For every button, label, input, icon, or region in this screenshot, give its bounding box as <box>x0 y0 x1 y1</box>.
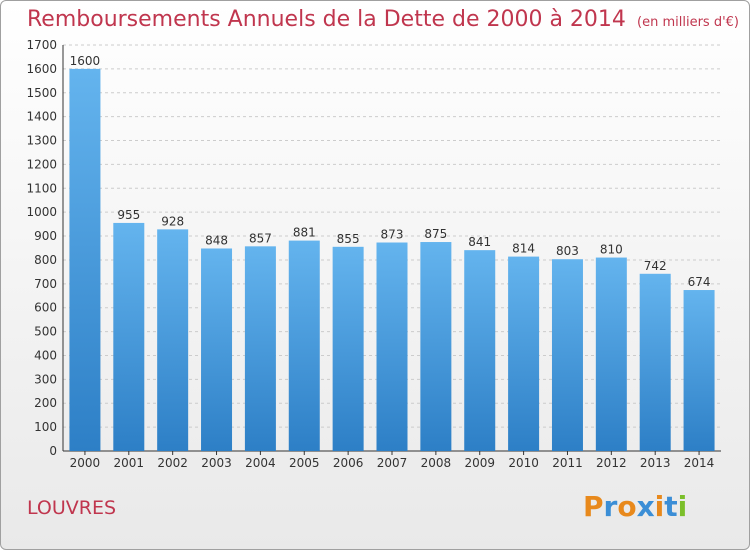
x-tick-label: 2005 <box>289 456 320 470</box>
bar-value-label: 814 <box>512 242 535 256</box>
bar-value-label: 742 <box>644 259 667 273</box>
y-tick-label: 200 <box>34 396 57 410</box>
x-tick-label: 2002 <box>157 456 188 470</box>
bar-layer <box>69 68 715 451</box>
x-tick-label: 2013 <box>640 456 671 470</box>
x-tick-label: 2012 <box>596 456 627 470</box>
bar-value-label: 1600 <box>70 54 101 68</box>
commune-name: LOUVRES <box>27 497 117 519</box>
label-layer: 1600 955 928 848 857 881 855 873 875 841 814 803 810… <box>70 54 711 289</box>
bar-2003[interactable] <box>201 248 233 451</box>
bar-2007[interactable] <box>376 242 408 451</box>
bar-2014[interactable] <box>683 290 715 451</box>
logo-letter: i <box>654 490 665 523</box>
y-tick-label: 900 <box>34 229 57 243</box>
bar-value-label: 875 <box>424 227 447 241</box>
y-tick-label: 1500 <box>26 86 57 100</box>
x-tick-label: 2009 <box>464 456 495 470</box>
bar-2005[interactable] <box>288 240 320 451</box>
y-tick-label: 1300 <box>26 134 57 148</box>
y-tick-label: 0 <box>49 444 57 458</box>
bar-value-label: 803 <box>556 244 579 258</box>
bar-2011[interactable] <box>551 259 583 451</box>
x-tick-label: 2003 <box>201 456 232 470</box>
bar-2001[interactable] <box>113 222 145 451</box>
x-tick-label: 2001 <box>114 456 145 470</box>
x-tick-label: 2000 <box>70 456 101 470</box>
proxiti-logo[interactable]: Proxiti <box>583 490 687 523</box>
y-tick-label: 800 <box>34 253 57 267</box>
bar-2006[interactable] <box>332 246 364 451</box>
logo-letter: i <box>677 490 688 523</box>
logo-letter: t <box>664 490 678 523</box>
logo-letter: P <box>583 490 604 523</box>
bar-value-label: 881 <box>293 226 316 240</box>
bar-value-label: 848 <box>205 233 228 247</box>
y-tick-label: 1400 <box>26 110 57 124</box>
y-tick-label: 500 <box>34 325 57 339</box>
logo-letter: x <box>636 490 655 523</box>
y-tick-label: 1000 <box>26 205 57 219</box>
x-tick-label: 2010 <box>508 456 539 470</box>
logo-letter: o <box>617 490 637 523</box>
bar-2000[interactable] <box>69 68 101 451</box>
bar-value-label: 928 <box>161 214 184 228</box>
bar-2012[interactable] <box>595 257 627 451</box>
bar-value-label: 855 <box>337 232 360 246</box>
y-tick-label: 1100 <box>26 181 57 195</box>
unit-text: (en milliers d'€) <box>637 15 739 30</box>
bar-value-label: 955 <box>117 208 140 222</box>
x-tick-label: 2004 <box>245 456 276 470</box>
y-tick-label: 1200 <box>26 157 57 171</box>
bar-value-label: 841 <box>468 235 491 249</box>
x-tick-label: 2007 <box>377 456 408 470</box>
x-tick-label: 2014 <box>684 456 715 470</box>
x-tick-label: 2011 <box>552 456 583 470</box>
bar-value-label: 674 <box>688 275 711 289</box>
title-text: Remboursements Annuels de la Dette de 20… <box>27 7 626 32</box>
chart-title: Remboursements Annuels de la Dette de 20… <box>27 7 739 32</box>
y-tick-label: 600 <box>34 301 57 315</box>
bar-2002[interactable] <box>157 229 189 451</box>
y-tick-label: 1700 <box>26 38 57 52</box>
y-tick-label: 1600 <box>26 62 57 76</box>
y-tick-label: 400 <box>34 348 57 362</box>
bar-value-label: 857 <box>249 231 272 245</box>
x-tick-label: 2008 <box>421 456 452 470</box>
bar-2013[interactable] <box>639 273 671 451</box>
logo-letter: r <box>603 490 618 523</box>
y-tick-label: 300 <box>34 372 57 386</box>
x-tick-label: 2006 <box>333 456 364 470</box>
bar-value-label: 873 <box>381 228 404 242</box>
bar-2010[interactable] <box>508 256 540 451</box>
bar-2004[interactable] <box>244 246 276 451</box>
bar-value-label: 810 <box>600 243 623 257</box>
bar-2009[interactable] <box>464 250 496 451</box>
y-tick-label: 100 <box>34 420 57 434</box>
bar-2008[interactable] <box>420 242 452 451</box>
y-tick-label: 700 <box>34 277 57 291</box>
